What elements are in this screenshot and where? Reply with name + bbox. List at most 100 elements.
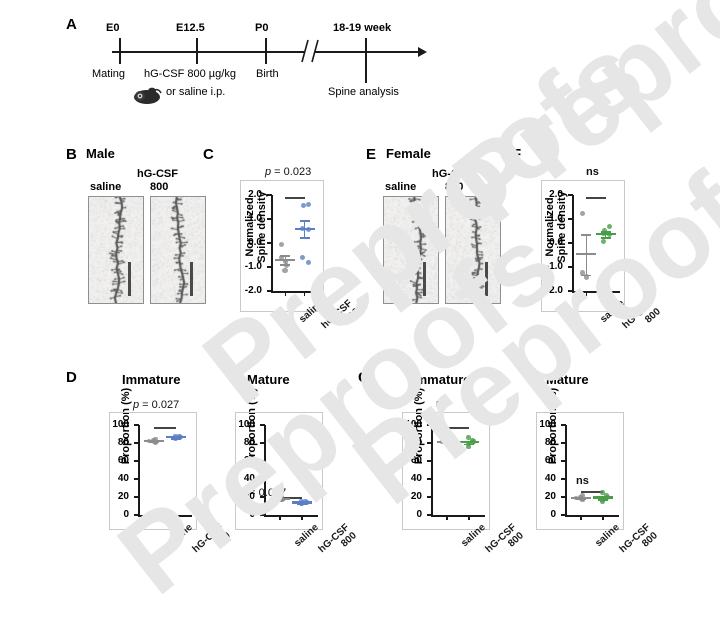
panel-b-label-hgcsf: hG-CSF: [137, 168, 178, 180]
data-point: [306, 201, 312, 207]
panel-e-label-saline: saline: [385, 181, 417, 193]
y-tick-label: 80: [410, 437, 422, 448]
timeline-label-mating: Mating: [92, 68, 126, 80]
y-axis-line: [264, 425, 266, 515]
error-bar-cap-bottom: [170, 437, 181, 440]
y-tick-label: 100: [539, 419, 556, 430]
timeline-label-birth: Birth: [256, 68, 279, 80]
data-point: [279, 241, 285, 248]
x-category-label: hG-CSF 800: [316, 522, 359, 556]
y-tick-mark: [259, 460, 265, 462]
x-tick-mark: [175, 515, 177, 520]
y-tick-label: 100: [405, 419, 422, 430]
error-bar-cap-bottom: [600, 237, 611, 240]
y-axis-line: [572, 195, 574, 291]
y-tick-mark: [426, 460, 432, 462]
data-point: [300, 255, 306, 261]
panel-letter-a: A: [66, 16, 77, 33]
y-tick-mark: [567, 194, 573, 196]
data-point: [466, 444, 471, 450]
x-tick-mark: [303, 291, 306, 296]
y-axis-line: [431, 425, 433, 515]
x-category-label: hG-CSF 800: [190, 522, 233, 556]
timeline-label-spine-analysis: Spine analysis: [328, 86, 399, 98]
x-axis-line: [264, 515, 318, 517]
panel-b-label-800: 800: [150, 181, 169, 193]
panel-c-significance: p = 0.023: [265, 166, 312, 178]
panel-d-chart2-significance: p = 0.027: [240, 487, 287, 499]
mean-line: [270, 497, 291, 501]
x-tick-mark: [468, 515, 470, 520]
panel-d-chart1-title: Immature: [122, 372, 181, 387]
x-tick-mark: [604, 291, 607, 296]
y-tick-mark: [560, 442, 566, 444]
x-axis-line: [138, 515, 192, 517]
y-tick-mark: [259, 442, 265, 444]
x-category-label: hG-CSF 800: [319, 298, 362, 332]
data-point: [600, 499, 605, 504]
y-tick-label: 40: [410, 473, 422, 484]
panel-letter-f: F: [512, 146, 522, 163]
y-tick-label: 0: [123, 509, 129, 520]
timeline-tick-p0: [265, 38, 267, 64]
data-point: [305, 259, 311, 265]
y-axis-line: [565, 425, 567, 515]
scale-bar-female-hgcsf: [485, 262, 488, 296]
y-tick-mark: [560, 514, 566, 516]
panel-f-plot: 2.0 1.0 0.0 -1.0 -2.0 saline hG-CSF 800: [541, 180, 663, 331]
error-bar-cap-top: [299, 219, 310, 222]
x-tick-mark: [301, 515, 303, 520]
dendrite-image-female-saline: [383, 196, 439, 304]
y-tick-label: 0: [550, 509, 556, 520]
mean-line: [144, 439, 165, 443]
error-bar-cap-bottom: [299, 237, 310, 240]
timeline-arrow-icon: [418, 47, 427, 57]
y-tick-mark: [133, 496, 139, 498]
y-tick-mark: [259, 478, 265, 480]
y-tick-mark: [560, 424, 566, 426]
y-tick-label: 40: [243, 473, 255, 484]
y-tick-mark: [567, 242, 573, 244]
panel-e-title: Female: [386, 146, 431, 161]
y-tick-mark: [259, 424, 265, 426]
y-tick-label: 60: [243, 455, 255, 466]
y-tick-label: 0.0: [549, 237, 563, 248]
y-tick-label: 80: [243, 437, 255, 448]
dendrite-image-female-hgcsf: [445, 196, 501, 304]
y-tick-mark: [567, 290, 573, 292]
data-point: [601, 239, 607, 245]
y-tick-mark: [560, 496, 566, 498]
significance-bar: [154, 427, 176, 429]
mean-line: [592, 496, 613, 499]
data-point: [607, 223, 613, 229]
scale-bar-male-saline: [128, 262, 131, 296]
error-bar-cap-bottom: [597, 498, 608, 501]
data-point: [580, 211, 586, 217]
mean-line: [571, 496, 592, 499]
scale-bar-female-saline: [423, 262, 426, 296]
y-tick-mark: [266, 242, 272, 244]
y-tick-mark: [133, 424, 139, 426]
y-tick-label: 80: [544, 437, 556, 448]
y-tick-mark: [426, 496, 432, 498]
panel-letter-b: B: [66, 146, 77, 163]
dendrite-image-male-saline: [88, 196, 144, 304]
y-tick-label: 0: [416, 509, 422, 520]
y-tick-mark: [426, 514, 432, 516]
x-tick-mark: [284, 291, 287, 296]
y-tick-mark: [567, 266, 573, 268]
y-tick-label: 40: [117, 473, 129, 484]
y-tick-label: 2.0: [549, 189, 563, 200]
y-tick-label: 0: [249, 509, 255, 520]
error-bar-cap-bottom: [296, 503, 307, 505]
y-axis-line: [271, 195, 273, 291]
dendrite-image-male-hgcsf: [150, 196, 206, 304]
panel-letter-d: D: [66, 369, 77, 386]
y-tick-label: 2.0: [248, 189, 262, 200]
x-category-label: hG-CSF 800: [620, 298, 663, 332]
panel-g-mature-plot: 100 80 60 40 20 0 saline hG-CSF 800: [536, 412, 660, 555]
panel-g-immature-plot: 100 80 60 40 20 0 saline hG-CSF 800: [402, 412, 526, 555]
y-tick-label: 60: [544, 455, 556, 466]
y-tick-mark: [266, 290, 272, 292]
mean-line: [165, 436, 186, 439]
